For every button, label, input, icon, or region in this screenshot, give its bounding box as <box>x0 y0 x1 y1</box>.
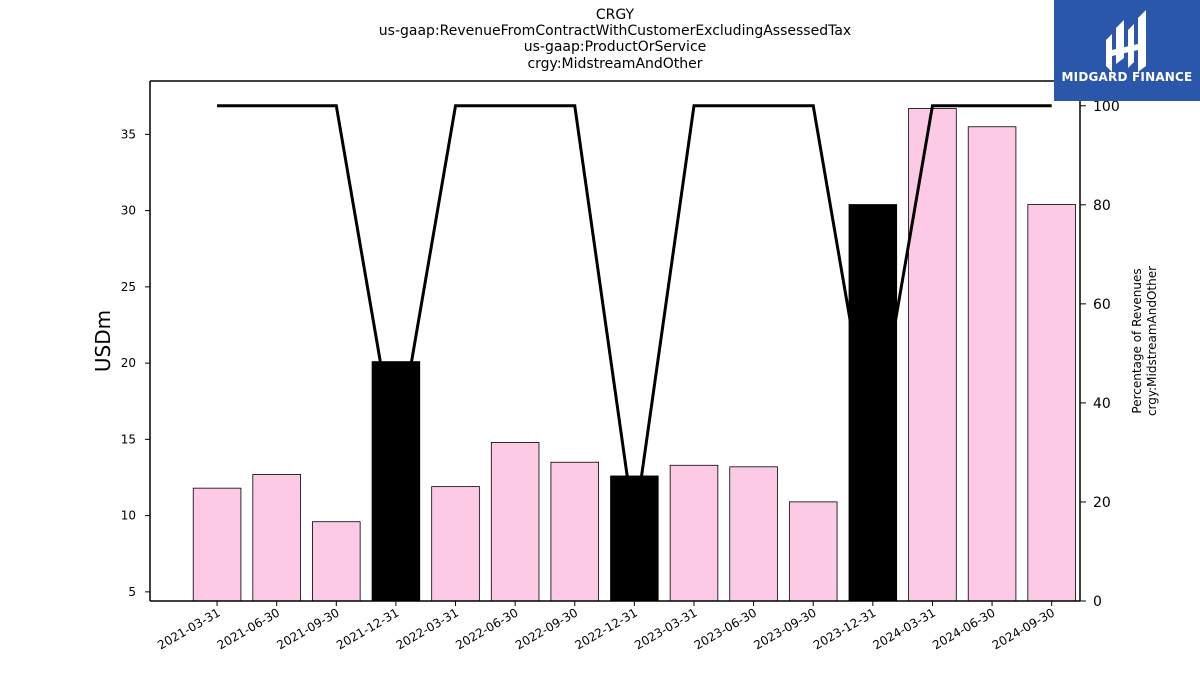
bar-2023-06-30 <box>729 466 778 602</box>
x-tick-label-2021-12-31: 2021-12-31 <box>334 605 401 652</box>
bar-2022-09-30 <box>550 461 600 602</box>
x-tick-label-2022-03-31: 2022-03-31 <box>394 605 461 652</box>
bar-2023-12-31 <box>848 204 898 602</box>
y-tick-label-25: 25 <box>121 280 136 294</box>
y-tick-label-15: 15 <box>121 432 136 446</box>
y-tick-label-30: 30 <box>121 204 136 218</box>
bar-2021-09-30 <box>312 521 361 602</box>
x-tick-label-2022-06-30: 2022-06-30 <box>453 605 520 652</box>
bar-2024-06-30 <box>967 126 1017 602</box>
x-tick-label-2023-12-31: 2023-12-31 <box>811 605 878 652</box>
bar-2023-09-30 <box>788 501 838 602</box>
bar-2021-03-31 <box>192 487 242 602</box>
y2-tick-label-100: 100 <box>1093 99 1120 115</box>
x-tick-label-2022-12-31: 2022-12-31 <box>572 605 639 652</box>
y2-tick-label-20: 20 <box>1093 495 1111 511</box>
x-tick-label-2021-09-30: 2021-09-30 <box>274 605 341 652</box>
y-tick-label-35: 35 <box>121 127 136 141</box>
bar-2022-12-31 <box>610 475 659 602</box>
y2-tick-label-40: 40 <box>1093 396 1111 412</box>
x-tick-label-2021-06-30: 2021-06-30 <box>215 605 282 652</box>
y-axis-label: USDm <box>91 310 115 372</box>
x-tick-label-2023-03-31: 2023-03-31 <box>632 605 699 652</box>
y-tick-label-20: 20 <box>121 356 136 370</box>
x-tick-label-2024-09-30: 2024-09-30 <box>990 605 1057 652</box>
midgard-finance-logo: MIDGARD FINANCE <box>1054 0 1200 101</box>
x-tick-label-2024-03-31: 2024-03-31 <box>871 605 938 652</box>
bar-2021-12-31 <box>371 361 421 602</box>
y2-axis-label-line-2: crgy:MidstreamAndOther <box>1145 266 1159 416</box>
x-tick-label-2021-03-31: 2021-03-31 <box>155 605 222 652</box>
midgard-logo-icon <box>1106 10 1146 72</box>
bar-2022-03-31 <box>431 486 480 602</box>
y2-tick-label-60: 60 <box>1093 297 1111 313</box>
bar-2021-06-30 <box>252 474 301 602</box>
x-tick-label-2024-06-30: 2024-06-30 <box>930 605 997 652</box>
y-tick-label-10: 10 <box>121 509 136 523</box>
bar-2024-03-31 <box>908 108 957 602</box>
logo-text: MIDGARD FINANCE <box>1061 70 1193 84</box>
x-tick-label-2023-06-30: 2023-06-30 <box>692 605 759 652</box>
x-tick-label-2022-09-30: 2022-09-30 <box>513 605 580 652</box>
bar-2022-06-30 <box>490 442 540 602</box>
percentage-line <box>217 104 1052 527</box>
bar-2024-09-30 <box>1027 204 1076 602</box>
chart-title-line-1: CRGY <box>595 7 635 23</box>
y2-tick-label-0: 0 <box>1093 594 1102 610</box>
y-tick-label-5: 5 <box>128 585 136 599</box>
bar-2023-03-31 <box>669 464 719 602</box>
chart-title-line-2: us-gaap:RevenueFromContractWithCustomerE… <box>378 23 852 39</box>
chart-title-line-3: us-gaap:ProductOrService <box>523 39 707 55</box>
y2-tick-label-80: 80 <box>1093 198 1111 214</box>
y2-axis-label-line-1: Percentage of Revenues <box>1130 268 1144 413</box>
chart-title-line-4: crgy:MidstreamAndOther <box>527 56 703 72</box>
x-tick-label-2023-09-30: 2023-09-30 <box>751 605 818 652</box>
